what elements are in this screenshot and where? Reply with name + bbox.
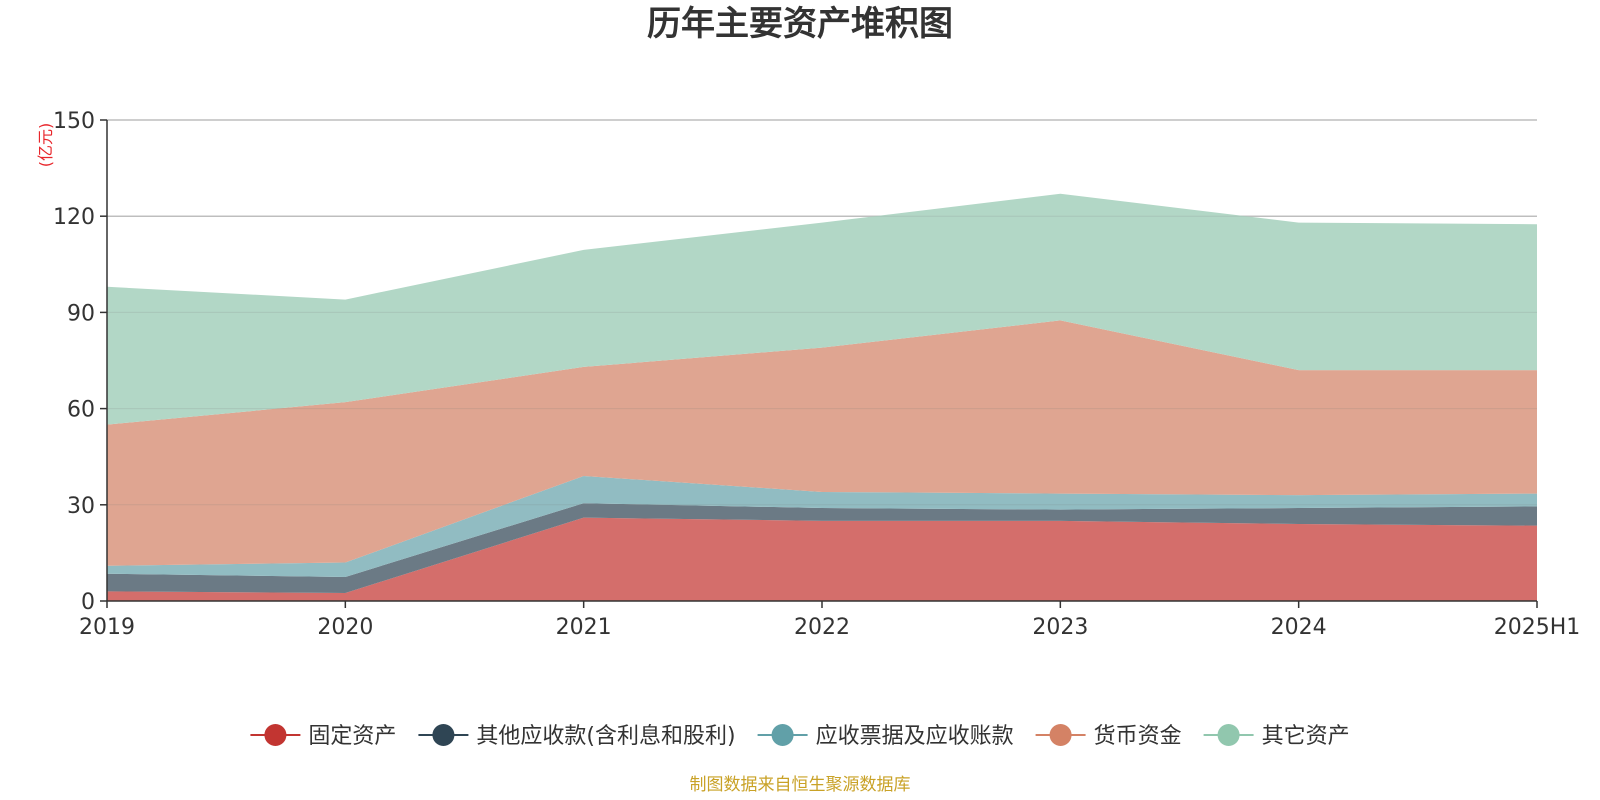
area-series-5 bbox=[107, 193, 1537, 425]
x-tick-label: 2022 bbox=[794, 615, 850, 640]
legend-label: 固定资产 bbox=[308, 724, 396, 749]
legend-circle-icon bbox=[771, 724, 794, 746]
x-tick-label: 2019 bbox=[79, 615, 135, 640]
y-tick-label: 90 bbox=[67, 301, 95, 326]
area-series-group bbox=[107, 193, 1537, 601]
chart-title: 历年主要资产堆积图 bbox=[647, 4, 953, 44]
x-tick-label: 2021 bbox=[556, 615, 612, 640]
legend-label: 货币资金 bbox=[1094, 724, 1182, 749]
legend-item-3[interactable]: 应收票据及应收账款 bbox=[757, 724, 1014, 749]
area-series-1 bbox=[107, 517, 1537, 601]
y-axis-unit-label: (亿元) bbox=[36, 123, 55, 168]
x-tick-label: 2025H1 bbox=[1494, 615, 1581, 640]
y-tick-label: 30 bbox=[67, 494, 95, 519]
x-tick-label: 2023 bbox=[1032, 615, 1088, 640]
area-series-3 bbox=[107, 475, 1537, 577]
y-tick-label: 0 bbox=[81, 590, 95, 615]
legend-label: 应收票据及应收账款 bbox=[816, 724, 1014, 749]
legend-item-4[interactable]: 货币资金 bbox=[1035, 724, 1182, 749]
x-tick-label: 2024 bbox=[1271, 615, 1327, 640]
legend-label: 其他应收款(含利息和股利) bbox=[476, 724, 735, 749]
legend: 固定资产 其他应收款(含利息和股利) 应收票据及应收账款 货币资金 其它资产 bbox=[250, 724, 1350, 749]
x-tick-label: 2020 bbox=[317, 615, 373, 640]
area-series-2 bbox=[107, 503, 1537, 593]
legend-circle-icon bbox=[1049, 724, 1072, 746]
legend-item-2[interactable]: 其他应收款(含利息和股利) bbox=[418, 724, 736, 749]
legend-circle-icon bbox=[432, 724, 455, 746]
legend-label: 其它资产 bbox=[1262, 724, 1350, 749]
y-tick-label: 60 bbox=[67, 398, 95, 423]
area-series-4 bbox=[107, 320, 1537, 566]
legend-circle-icon bbox=[264, 724, 287, 746]
legend-circle-icon bbox=[1217, 724, 1240, 746]
data-source-note: 制图数据来自恒生聚源数据库 bbox=[690, 775, 911, 795]
y-tick-label: 120 bbox=[53, 205, 95, 230]
legend-item-5[interactable]: 其它资产 bbox=[1203, 724, 1350, 749]
axes: 0 30 60 90 120 150 2019 2020 2021 2022 2023 2024 202… bbox=[53, 109, 1580, 640]
y-tick-label: 150 bbox=[53, 109, 95, 134]
legend-item-1[interactable]: 固定资产 bbox=[250, 724, 396, 749]
